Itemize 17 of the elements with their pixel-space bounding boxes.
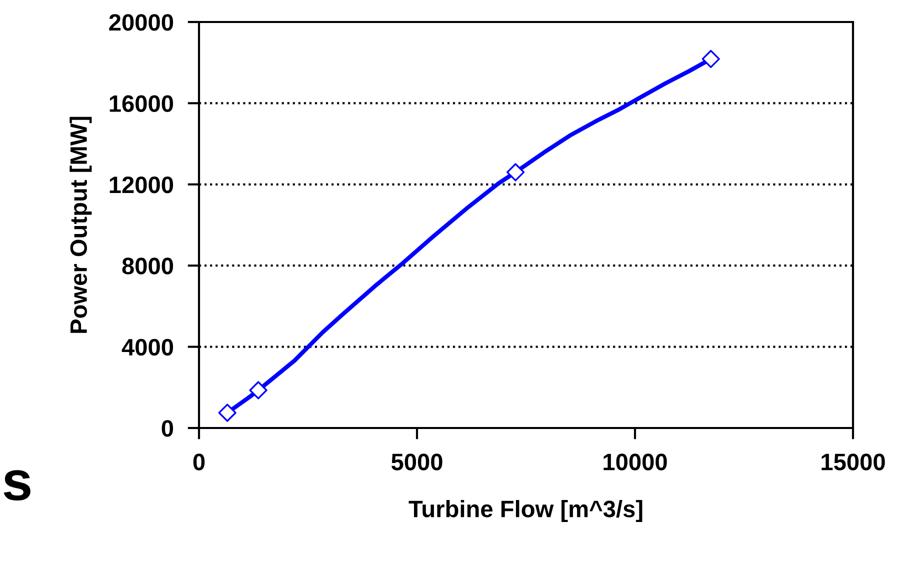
- text: s: [4, 470, 30, 501]
- y-tick-label: 20000: [109, 14, 174, 31]
- point: [702, 50, 720, 68]
- x-tick-label: 0: [193, 454, 205, 470]
- point: [218, 404, 236, 422]
- x-axis-title: Turbine Flow [m^3/s]: [408, 500, 642, 522]
- x-tick-label: 15000: [822, 454, 885, 470]
- point: [506, 163, 525, 182]
- x-tick-label: 10000: [604, 454, 667, 470]
- y-tick-label: 4000: [122, 338, 174, 356]
- point: [249, 381, 268, 400]
- y-tick-label: 16000: [110, 95, 174, 112]
- y-tick-label: 8000: [122, 258, 174, 274]
- y-tick-label: 12000: [110, 176, 174, 194]
- x-tick-label: 5000: [391, 454, 442, 470]
- y-tick-label: 0: [162, 420, 174, 437]
- y-axis-title: Power Output [MW]: [70, 116, 92, 333]
